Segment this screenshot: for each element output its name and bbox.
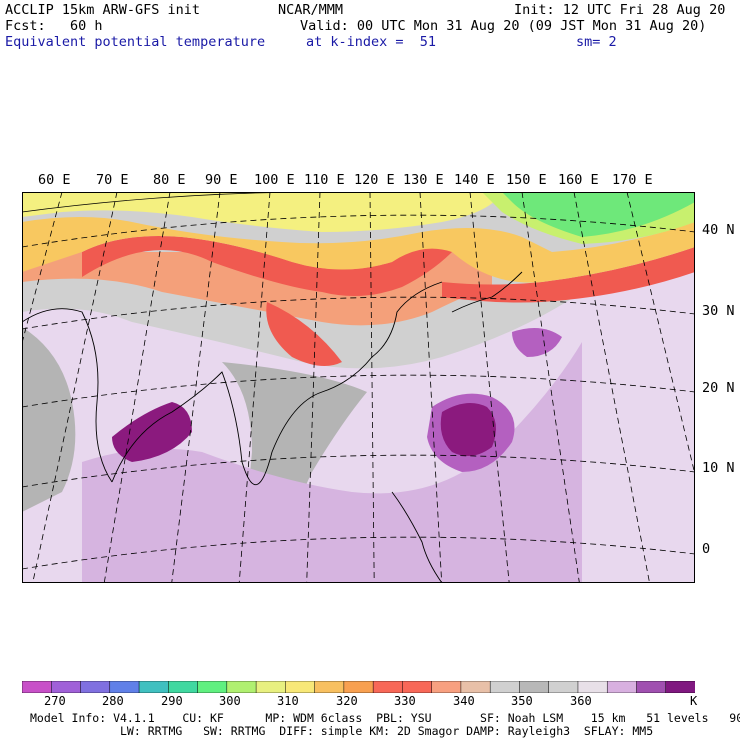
- longitude-line: [469, 192, 510, 583]
- lon-label-110e: 110 E: [304, 172, 345, 188]
- theta-e-map: [22, 192, 695, 583]
- colorbar-tick-330: 330: [394, 694, 416, 708]
- lat-label-0: 0: [702, 541, 711, 557]
- coastline-japan: [451, 271, 523, 313]
- midlat-orange-band: [22, 217, 695, 283]
- lat-label-30n: 30 N: [702, 303, 735, 319]
- colorbar-tick-270: 270: [44, 694, 66, 708]
- lat-label-20n: 20 N: [702, 380, 735, 396]
- longitude-line: [521, 192, 580, 583]
- colorbar-tick-360: 360: [570, 694, 592, 708]
- colorbar-swatch: [109, 681, 140, 693]
- field-name: Equivalent potential temperature: [5, 34, 266, 50]
- colorbar-tick-280: 280: [102, 694, 124, 708]
- footer-physics: LW: RRTMG SW: RRTMG DIFF: simple KM: 2D …: [30, 724, 654, 738]
- siberia-green: [502, 192, 695, 237]
- lat-label-10n: 10 N: [702, 460, 735, 476]
- init-time: Init: 12 UTC Fri 28 Aug 20: [514, 2, 726, 18]
- sichuan-red: [266, 302, 342, 366]
- colorbar: [22, 681, 695, 693]
- longitude-line: [171, 192, 221, 583]
- colorbar-unit-k: K: [690, 694, 698, 708]
- colorbar-swatch: [519, 681, 550, 693]
- colorbar-swatch: [548, 681, 579, 693]
- colorbar-swatch: [372, 681, 404, 693]
- forecast-hour: Fcst: 60 h: [5, 18, 103, 34]
- colorbar-swatch: [665, 681, 695, 693]
- map-frame: [22, 192, 695, 583]
- lon-label-80e: 80 E: [153, 172, 186, 188]
- valid-time: Valid: 00 UTC Mon 31 Aug 20 (09 JST Mon …: [300, 18, 707, 34]
- footer-model-info: Model Info: V4.1.1 CU: KF MP: WDM 6class…: [30, 711, 740, 725]
- lon-label-70e: 70 E: [96, 172, 129, 188]
- colorbar-tick-300: 300: [219, 694, 241, 708]
- bay-of-bengal-core: [112, 402, 192, 462]
- colorbar-swatch: [606, 681, 638, 693]
- model-title: ACCLIP 15km ARW-GFS init: [5, 2, 201, 18]
- colorbar-tick-340: 340: [453, 694, 475, 708]
- smoothing-label: sm= 2: [576, 34, 617, 50]
- colorbar-swatch: [314, 681, 345, 693]
- lon-label-60e: 60 E: [38, 172, 71, 188]
- longitude-line: [306, 192, 321, 583]
- graticule: [22, 192, 695, 583]
- lon-label-140e: 140 E: [454, 172, 495, 188]
- coastline-arabia-india: [22, 308, 113, 483]
- level-index: at k-index = 51: [306, 34, 437, 50]
- longitude-line: [32, 192, 118, 583]
- colorbar-swatch: [343, 681, 374, 693]
- colorbar-swatch: [431, 681, 462, 693]
- colorbar-swatch: [168, 681, 199, 693]
- pacific-violet-cell: [512, 328, 562, 357]
- lon-label-130e: 130 E: [403, 172, 444, 188]
- colorbar-swatch: [197, 681, 228, 693]
- longitude-line: [103, 192, 171, 583]
- mongolia-yellow: [22, 192, 502, 232]
- typhoon-core: [440, 403, 496, 456]
- colorbar-swatch: [285, 681, 316, 693]
- longitude-line: [573, 192, 650, 583]
- lon-label-170e: 170 E: [612, 172, 653, 188]
- colorbar-swatch: [402, 681, 433, 693]
- colorbar-tick-350: 350: [511, 694, 533, 708]
- longitude-line: [238, 192, 271, 583]
- colorbar-swatch: [255, 681, 287, 693]
- lon-label-120e: 120 E: [354, 172, 395, 188]
- lon-label-100e: 100 E: [254, 172, 295, 188]
- monsoon-lilac: [82, 342, 582, 583]
- china-red-band: [82, 232, 452, 296]
- colorbar-swatch: [138, 681, 170, 693]
- center-label: NCAR/MMM: [278, 2, 344, 18]
- colorbar-tick-320: 320: [336, 694, 358, 708]
- arabia-gray: [22, 327, 76, 512]
- longitude-line: [626, 192, 695, 477]
- colorbar-swatch: [489, 681, 521, 693]
- colorbar-tick-310: 310: [277, 694, 299, 708]
- colorbar-swatch: [636, 681, 667, 693]
- longitude-line: [419, 192, 443, 583]
- colorbar-swatch: [577, 681, 608, 693]
- colorbar-swatch: [80, 681, 111, 693]
- colorbar-swatch: [460, 681, 491, 693]
- colorbar-tick-290: 290: [161, 694, 183, 708]
- colorbar-swatch: [226, 681, 257, 693]
- coastline-asia: [111, 281, 443, 485]
- lat-label-40n: 40 N: [702, 222, 735, 238]
- colorbar-swatch: [22, 681, 53, 693]
- lon-label-90e: 90 E: [205, 172, 238, 188]
- coastline-philippines: [391, 491, 443, 583]
- colorbar-swatch: [51, 681, 82, 693]
- lon-label-150e: 150 E: [506, 172, 547, 188]
- longitude-line: [369, 192, 375, 583]
- lon-label-160e: 160 E: [558, 172, 599, 188]
- pacific-red-band: [442, 247, 695, 303]
